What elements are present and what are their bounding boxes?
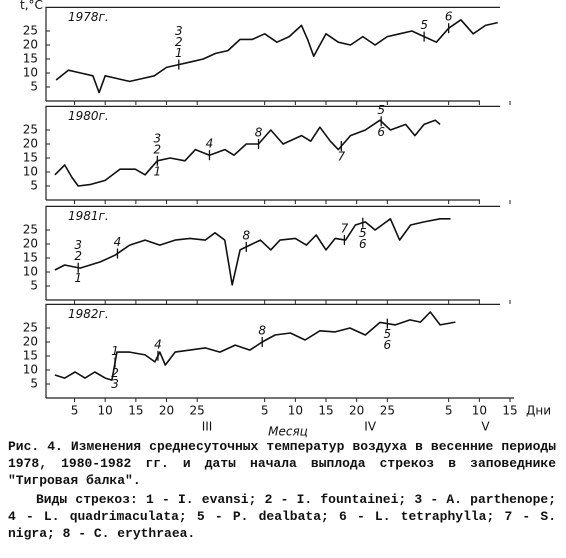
- x-tick-label: 15: [502, 404, 517, 418]
- y-tick-label: 15: [23, 251, 38, 265]
- month-label: V: [481, 420, 490, 434]
- figure-caption: Рис. 4. Изменения среднесуточных темпера…: [8, 439, 556, 488]
- x-tick-label: 10: [98, 404, 113, 418]
- panel-title: 1980г.: [68, 109, 109, 123]
- species-number: 5: [384, 327, 392, 341]
- y-tick-label: 5: [30, 80, 38, 94]
- y-tick-label: 15: [23, 151, 38, 165]
- y-tick-label: 10: [23, 165, 38, 179]
- y-tick-label: 25: [23, 24, 38, 38]
- x-tick-label: 25: [190, 404, 205, 418]
- species-number: 2: [154, 142, 162, 156]
- x-tick-label: 5: [445, 404, 453, 418]
- y-tick-label: 10: [23, 265, 38, 279]
- y-tick-label: 25: [23, 321, 38, 335]
- species-number: 8: [255, 126, 263, 140]
- x-tick-label: 20: [349, 404, 364, 418]
- x-tick-label: 15: [318, 404, 333, 418]
- species-number: 2: [111, 366, 119, 380]
- x-tick-label: 25: [380, 404, 395, 418]
- x-tick-label: 10: [288, 404, 303, 418]
- y-tick-label: 10: [23, 66, 38, 80]
- species-number: 3: [175, 24, 183, 38]
- temperature-line: [54, 119, 441, 187]
- y-tick-label: 10: [23, 363, 38, 377]
- month-label: III: [202, 420, 213, 434]
- x-tick-label: 5: [261, 404, 269, 418]
- panel-frame: [45, 303, 500, 398]
- y-tick-label: 15: [23, 52, 38, 66]
- species-number: 7: [341, 221, 349, 235]
- species-number: 4: [154, 337, 162, 351]
- month-label: IV: [364, 420, 377, 434]
- species-number: 2: [74, 249, 82, 263]
- species-number: 8: [242, 228, 250, 242]
- caption: Рис. 4. Изменения среднесуточных темпера…: [8, 438, 556, 544]
- temperature-line: [54, 218, 451, 286]
- y-tick-label: 5: [30, 279, 38, 293]
- x-tick-label: 10: [472, 404, 487, 418]
- y-tick-label: 5: [30, 179, 38, 193]
- y-tick-label: 20: [23, 38, 38, 52]
- species-legend: Виды стрекоз: 1 - I. evansi; 2 - I. foun…: [8, 492, 556, 541]
- species-number: 1: [74, 271, 82, 285]
- panel-title: 1982г.: [68, 307, 109, 321]
- y-tick-label: 5: [30, 377, 38, 391]
- y-axis-label: t,°C: [20, 0, 43, 12]
- y-tick-label: 20: [23, 335, 38, 349]
- x-axis-label: Дни: [526, 404, 551, 418]
- species-number: 4: [206, 137, 214, 151]
- month-axis-label: Месяц: [268, 425, 308, 439]
- x-tick-label: 15: [128, 404, 143, 418]
- species-number: 8: [258, 324, 266, 338]
- species-number: 6: [359, 237, 367, 251]
- panel-title: 1978г.: [68, 10, 109, 24]
- species-number: 3: [74, 238, 82, 252]
- panel-frame: [45, 205, 500, 300]
- y-tick-label: 25: [23, 223, 38, 237]
- species-number: 4: [114, 235, 122, 249]
- x-tick-label: 20: [159, 404, 174, 418]
- panel-title: 1981г.: [68, 209, 109, 223]
- species-number: 1: [111, 344, 119, 358]
- species-number: 6: [377, 125, 385, 139]
- y-tick-label: 20: [23, 137, 38, 151]
- species-number: 3: [111, 377, 119, 391]
- species-number: 2: [175, 35, 183, 49]
- y-tick-label: 20: [23, 237, 38, 251]
- species-number: 1: [175, 46, 183, 60]
- species-number: 5: [420, 18, 428, 32]
- species-number: 5: [377, 103, 385, 117]
- species-number: 5: [359, 226, 367, 240]
- panel-frame: [45, 105, 500, 200]
- species-number: 3: [154, 131, 162, 145]
- species-number: 1: [154, 164, 162, 178]
- species-number: 7: [338, 150, 346, 164]
- y-tick-label: 15: [23, 349, 38, 363]
- temperature-line: [55, 19, 498, 94]
- panel-frame: [45, 6, 500, 101]
- species-number: 6: [445, 10, 453, 24]
- y-tick-label: 25: [23, 123, 38, 137]
- x-tick-label: 5: [71, 404, 79, 418]
- species-number: 6: [384, 338, 392, 352]
